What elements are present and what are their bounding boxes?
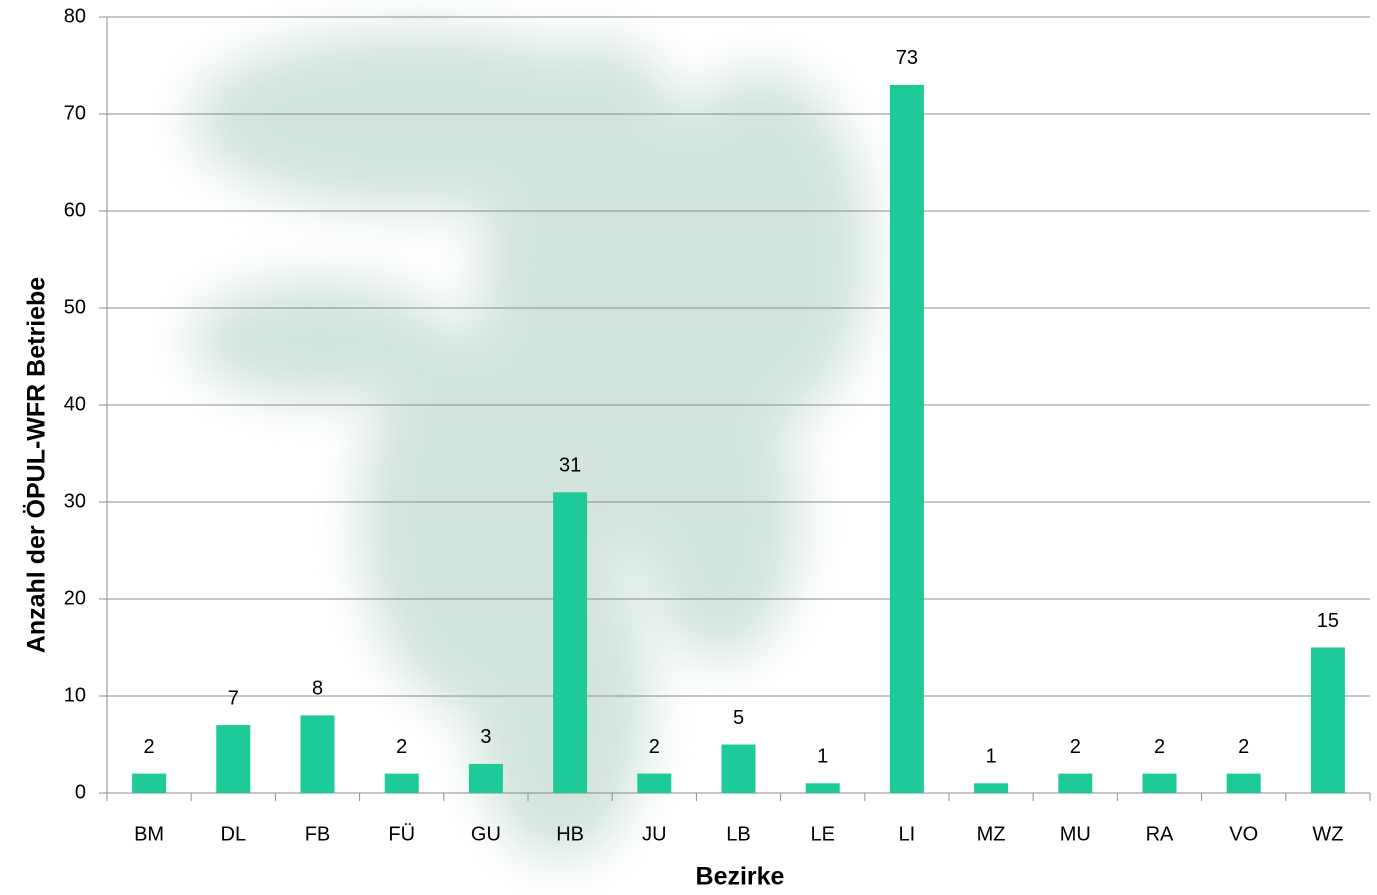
y-tick-label: 70	[64, 102, 86, 124]
y-tick-label: 10	[64, 684, 86, 706]
value-label: 2	[144, 736, 155, 758]
y-tick-label: 60	[64, 199, 86, 221]
bar	[1311, 648, 1345, 794]
value-label: 1	[986, 746, 997, 768]
bar	[301, 715, 335, 793]
bar	[216, 725, 250, 793]
value-label: 7	[228, 687, 239, 709]
value-label: 73	[896, 47, 918, 69]
x-tick-label: FB	[305, 823, 331, 845]
chart: Bezirke Anzahl der ÖPUL-WFR Betriebe 0 10…	[0, 0, 1377, 895]
bar	[637, 774, 671, 793]
x-tick-label: HB	[556, 823, 584, 845]
x-tick-label: LE	[810, 823, 834, 845]
bar	[553, 492, 587, 793]
value-label: 8	[312, 678, 323, 700]
x-tick-label: MZ	[977, 823, 1006, 845]
bar	[722, 745, 756, 794]
x-axis-title: Bezirke	[696, 863, 785, 891]
y-tick-label: 0	[75, 781, 86, 803]
value-label: 5	[733, 707, 744, 729]
x-tick-label: FÜ	[388, 823, 415, 845]
y-tick-label: 80	[64, 5, 86, 27]
bar	[974, 783, 1008, 793]
x-tick-label: VO	[1229, 823, 1258, 845]
x-tick-label: LI	[899, 823, 916, 845]
value-label: 31	[559, 455, 581, 477]
value-label: 15	[1317, 610, 1339, 632]
value-label: 2	[1154, 736, 1165, 758]
y-tick-label: 30	[64, 490, 86, 512]
value-label: 2	[649, 736, 660, 758]
x-tick-label: LB	[726, 823, 750, 845]
bar	[1058, 774, 1092, 793]
bar	[1143, 774, 1177, 793]
value-label: 2	[396, 736, 407, 758]
bar	[890, 85, 924, 793]
y-tick-label: 50	[64, 296, 86, 318]
x-tick-label: MU	[1060, 823, 1091, 845]
x-tick-label: WZ	[1312, 823, 1343, 845]
x-tick-label: DL	[221, 823, 247, 845]
bar	[132, 774, 166, 793]
value-label: 2	[1238, 736, 1249, 758]
x-tick-label: GU	[471, 823, 501, 845]
bar	[1227, 774, 1261, 793]
x-tick-label: BM	[134, 823, 164, 845]
value-label: 2	[1070, 736, 1081, 758]
bar	[806, 783, 840, 793]
value-label: 3	[480, 726, 491, 748]
value-label: 1	[817, 746, 828, 768]
bar	[469, 764, 503, 793]
y-tick-label: 20	[64, 587, 86, 609]
y-tick-label: 40	[64, 393, 86, 415]
bar	[385, 774, 419, 793]
x-tick-label: JU	[642, 823, 666, 845]
watermark	[190, 30, 870, 860]
y-axis-title: Anzahl der ÖPUL-WFR Betriebe	[22, 277, 51, 654]
x-tick-label: RA	[1146, 823, 1174, 845]
